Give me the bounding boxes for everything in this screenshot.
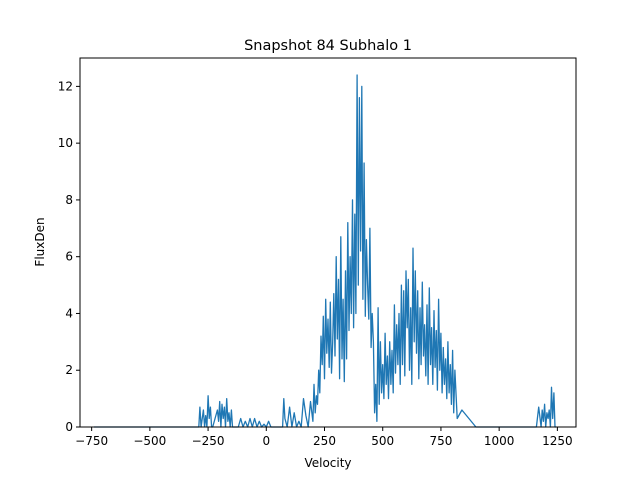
x-tick-label: −750 <box>75 434 108 448</box>
y-tick-label: 8 <box>65 193 73 207</box>
x-tick-label: 750 <box>429 434 452 448</box>
x-tick-label: 500 <box>371 434 394 448</box>
x-axis-label: Velocity <box>304 456 351 470</box>
x-tick-label: 1000 <box>484 434 515 448</box>
chart-title: Snapshot 84 Subhalo 1 <box>244 38 412 54</box>
x-tick-label: 1250 <box>542 434 573 448</box>
plot-area <box>94 74 557 428</box>
x-tick-label: −500 <box>133 434 166 448</box>
x-tick-label: 0 <box>262 434 270 448</box>
x-tick-label: −250 <box>192 434 225 448</box>
y-tick-label: 2 <box>65 363 73 377</box>
y-tick-label: 6 <box>65 250 73 264</box>
y-tick-label: 12 <box>58 79 73 93</box>
y-axis: 0 2 4 6 8 10 12 <box>58 79 80 434</box>
x-tick-label: 250 <box>313 434 336 448</box>
axes-frame <box>79 57 577 428</box>
x-axis: −750 −500 −250 0 250 500 750 1000 1250 <box>75 427 573 448</box>
y-tick-label: 0 <box>65 420 73 434</box>
y-tick-label: 10 <box>58 136 73 150</box>
y-tick-label: 4 <box>65 306 73 320</box>
y-axis-label: FluxDen <box>33 217 47 266</box>
series-line-0 <box>94 74 557 428</box>
